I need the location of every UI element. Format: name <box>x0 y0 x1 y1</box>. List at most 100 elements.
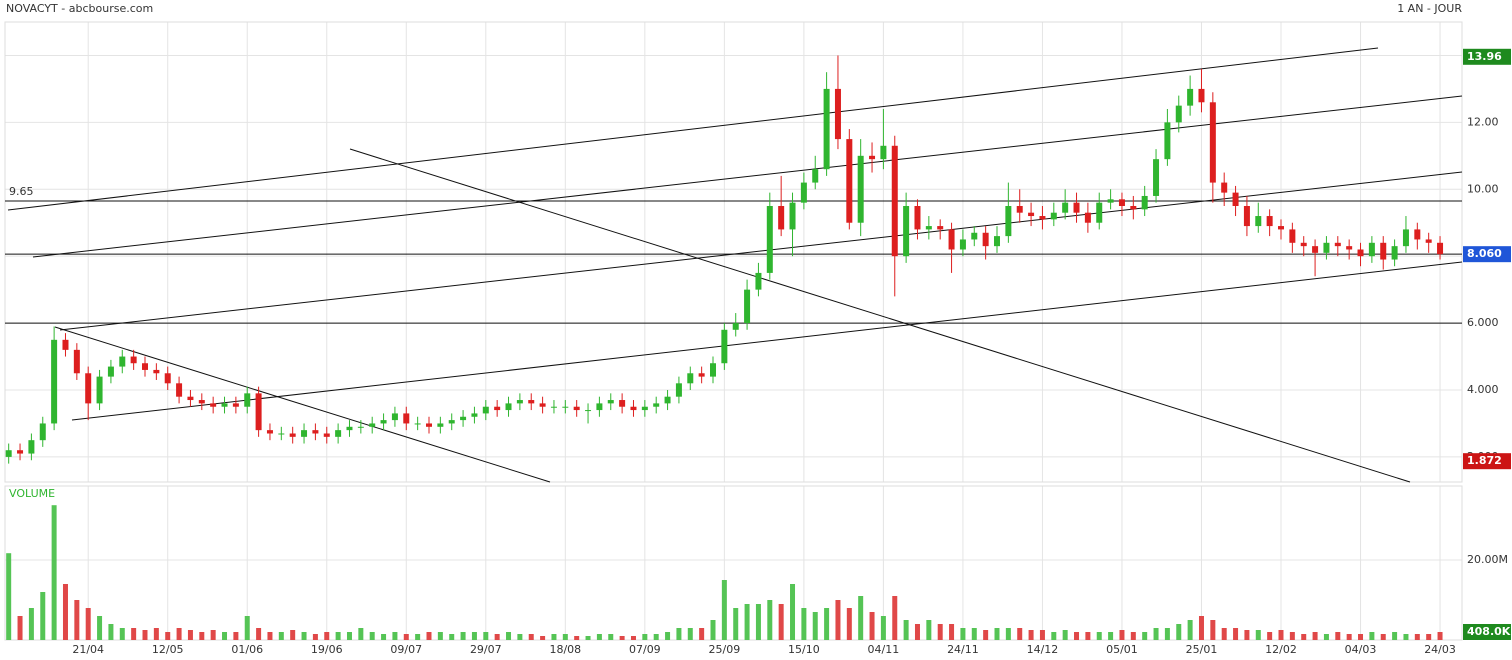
volume-bar <box>824 608 830 640</box>
volume-bar <box>790 584 796 640</box>
candle-body <box>96 376 103 404</box>
candle-body <box>687 373 694 384</box>
candle-body <box>221 403 228 407</box>
volume-bar <box>1142 632 1148 640</box>
volume-bar <box>460 632 466 640</box>
candle-body <box>539 403 546 407</box>
volume-bar <box>971 628 977 640</box>
candle-body <box>857 155 864 223</box>
candle-body <box>812 169 819 183</box>
price-marker <box>1463 48 1511 65</box>
candle-body <box>1084 212 1091 223</box>
x-tick-label: 24/03 <box>1424 643 1456 656</box>
price-marker <box>1463 453 1511 470</box>
candle-body <box>664 396 671 404</box>
volume-bar <box>676 628 682 640</box>
volume-bar <box>801 608 807 640</box>
volume-bar <box>278 632 284 640</box>
volume-bar <box>665 632 671 640</box>
volume-bar <box>119 628 125 640</box>
candle-body <box>653 403 660 407</box>
volume-bar <box>131 628 137 640</box>
candle-body <box>994 236 1000 247</box>
candle-body <box>255 393 262 431</box>
volume-bar <box>551 634 557 640</box>
volume-bar <box>687 628 693 640</box>
volume-bar <box>256 628 262 640</box>
candle-body <box>1016 206 1023 213</box>
volume-bar <box>1346 634 1352 640</box>
candle-body <box>437 423 444 427</box>
volume-bar <box>1437 632 1443 640</box>
candle-body <box>1414 229 1421 240</box>
candle-body <box>1073 202 1080 213</box>
volume-bar <box>1426 634 1432 640</box>
candle-body <box>1278 226 1284 230</box>
volume-bar <box>1267 632 1273 640</box>
candle-body <box>1437 242 1444 255</box>
candle-body <box>346 426 353 431</box>
y-tick-label: 20.00M <box>1467 553 1508 566</box>
volume-bar <box>415 634 421 640</box>
volume-bar <box>1369 632 1375 640</box>
candle-body <box>1243 206 1250 227</box>
volume-bar <box>812 612 818 640</box>
volume-bar <box>653 634 659 640</box>
x-tick-label: 15/10 <box>788 643 820 656</box>
volume-bar <box>324 632 330 640</box>
candle-body <box>755 272 762 290</box>
candle-body <box>1164 122 1171 160</box>
x-tick-label: 12/02 <box>1265 643 1297 656</box>
x-tick-label: 01/06 <box>231 643 263 656</box>
volume-bar <box>267 632 273 640</box>
x-tick-label: 19/06 <box>311 643 343 656</box>
candle-body <box>73 349 80 374</box>
candle-body <box>323 433 330 437</box>
volume-bar <box>880 616 886 640</box>
trend-lines <box>7 47 1463 483</box>
candle-body <box>732 323 739 330</box>
candle-body <box>107 366 114 377</box>
x-tick-label: 04/11 <box>868 643 900 656</box>
volume-bar <box>244 616 250 640</box>
candle-body <box>1096 202 1103 223</box>
volume-bar <box>187 630 193 640</box>
volume-bar <box>1335 632 1341 640</box>
candle-body <box>176 383 183 397</box>
price-marker-label: 1.872 <box>1467 454 1502 467</box>
candle-body <box>766 206 773 273</box>
candle-body <box>903 206 910 257</box>
chart-title: NOVACYT - abcbourse.com <box>6 2 153 15</box>
candle-body <box>266 430 273 434</box>
candle-body <box>516 400 523 404</box>
candle-body <box>971 232 978 240</box>
volume-bar <box>506 632 512 640</box>
candle-body <box>289 433 296 437</box>
candle-body <box>1107 199 1114 203</box>
volume-bar <box>1221 628 1227 640</box>
volume-bar <box>1130 632 1136 640</box>
x-tick-label: 25/09 <box>709 643 741 656</box>
candle-body <box>925 226 932 230</box>
candle-body <box>380 420 387 424</box>
candle-body <box>1198 88 1205 103</box>
volume-bar <box>642 634 648 640</box>
volume-bar <box>1312 632 1318 640</box>
volume-bar <box>1153 628 1159 640</box>
candle-body <box>630 406 637 411</box>
volume-bar <box>1164 628 1170 640</box>
candle-body <box>550 406 557 408</box>
candle-body <box>1118 199 1125 206</box>
candle-body <box>164 373 171 384</box>
candle-body <box>846 139 853 223</box>
candle-body <box>494 406 501 411</box>
volume-bar <box>1301 634 1307 640</box>
candle-body <box>982 232 989 247</box>
candle-body <box>460 416 467 421</box>
volume-bar <box>1074 632 1080 640</box>
volume-bar <box>914 624 920 640</box>
candle-body <box>1289 229 1296 243</box>
volume-bar <box>1198 616 1204 640</box>
candle-body <box>1346 246 1353 250</box>
